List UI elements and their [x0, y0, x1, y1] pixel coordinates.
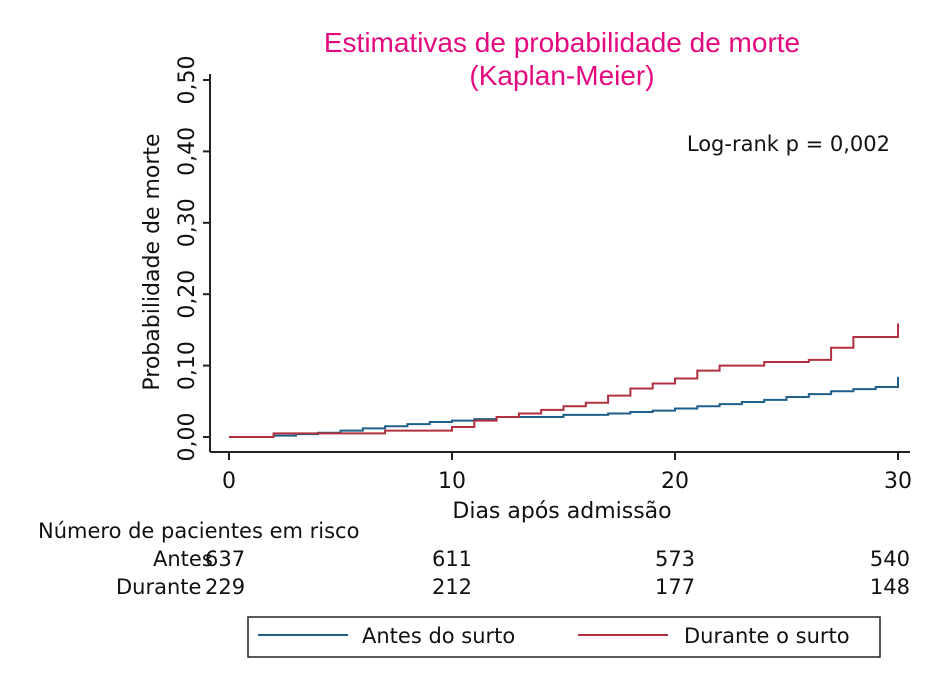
axes: 0,00 0,10 0,20 0,30 0,40 0,50 0 10 20 30	[175, 56, 912, 494]
chart-title: Estimativas de probabilidade de morte	[324, 27, 800, 58]
risk-value: 540	[870, 547, 910, 571]
risk-value: 611	[432, 547, 472, 571]
risk-value: 212	[432, 575, 472, 599]
x-tick-label: 20	[661, 469, 689, 494]
risk-table-title: Número de pacientes em risco	[38, 519, 359, 543]
km-curve-durante	[229, 323, 899, 438]
y-tick-label: 0,10	[175, 341, 200, 390]
risk-value: 637	[205, 547, 245, 571]
y-tick-label: 0,40	[175, 127, 200, 176]
legend: Antes do surto Durante o surto	[247, 616, 881, 658]
y-tick-label: 0,50	[175, 56, 200, 105]
legend-box	[247, 616, 881, 658]
legend-label-antes: Antes do surto	[362, 624, 515, 648]
km-curve-antes	[229, 376, 899, 438]
x-axis-label: Dias após admissão	[452, 499, 671, 524]
legend-label-durante: Durante o surto	[684, 624, 850, 648]
risk-value: 229	[205, 575, 245, 599]
y-axis-label: Probabilidade de morte	[140, 133, 165, 390]
y-tick-label: 0,00	[175, 413, 200, 462]
x-tick-label: 30	[884, 469, 912, 494]
risk-value: 177	[655, 575, 695, 599]
risk-value: 573	[655, 547, 695, 571]
risk-value: 148	[870, 575, 910, 599]
chart-subtitle: (Kaplan-Meier)	[469, 60, 654, 91]
x-tick-label: 10	[438, 469, 466, 494]
risk-row-label: Antes	[153, 547, 213, 571]
series-group	[229, 323, 899, 438]
risk-row-label: Durante	[116, 575, 201, 599]
y-tick-label: 0,20	[175, 270, 200, 319]
y-tick-label: 0,30	[175, 198, 200, 247]
logrank-annotation: Log-rank p = 0,002	[687, 132, 890, 156]
x-tick-label: 0	[222, 469, 236, 494]
